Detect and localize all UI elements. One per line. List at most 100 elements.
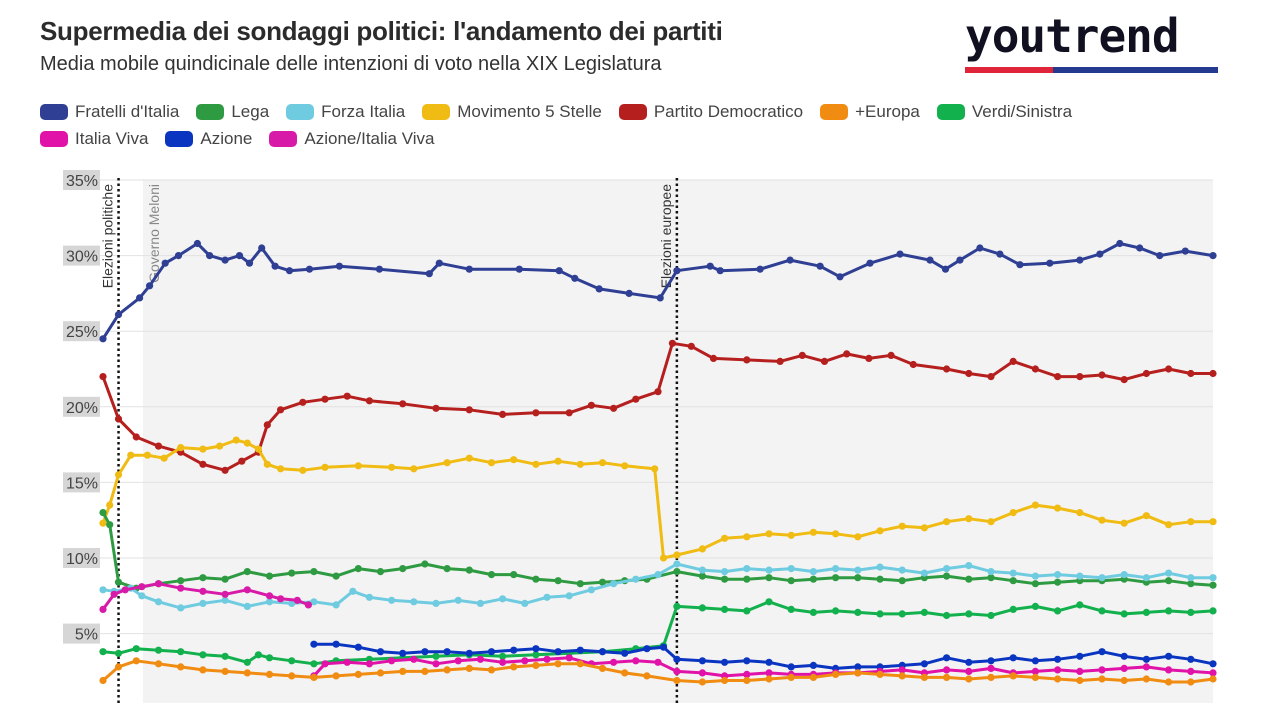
data-point-movimento-5-stelle xyxy=(898,522,906,530)
data-point-forza-italia xyxy=(499,595,507,603)
data-point-forza-italia xyxy=(388,596,396,604)
data-point-partito-democratico xyxy=(668,339,677,347)
data-point-verdi-sinistra xyxy=(265,654,274,662)
data-point-verdi-sinistra xyxy=(1009,605,1017,613)
data-point-azione xyxy=(854,663,862,671)
legend-item-italia-viva[interactable]: Italia Viva xyxy=(40,129,148,149)
data-point-verdi-sinistra xyxy=(854,608,862,616)
data-point-azione xyxy=(1142,655,1150,663)
data-point-movimento-5-stelle xyxy=(487,459,496,467)
data-point-azione-italia-viva xyxy=(177,584,185,592)
data-point-forza-italia xyxy=(99,586,107,594)
data-point-fratelli-d-italia xyxy=(866,259,874,267)
legend-row-2: Italia Viva Azione Azione/Italia Viva xyxy=(40,125,1240,152)
data-point-fratelli-d-italia xyxy=(271,262,279,270)
data-point-lega xyxy=(310,568,318,576)
data-point-lega xyxy=(943,572,951,580)
data-point-europa xyxy=(1098,675,1106,683)
data-point-movimento-5-stelle xyxy=(99,519,107,527)
data-point-europa xyxy=(487,666,496,674)
data-point-verdi-sinistra xyxy=(698,604,707,612)
data-point-partito-democratico xyxy=(238,457,246,465)
y-tick-label-bg xyxy=(63,623,100,644)
data-point-forza-italia xyxy=(1187,574,1195,582)
data-point-forza-italia xyxy=(565,592,573,600)
data-point-forza-italia xyxy=(898,566,906,574)
data-point-verdi-sinistra xyxy=(99,648,107,656)
legend-item-fratelli-italia[interactable]: Fratelli d'Italia xyxy=(40,102,179,122)
data-point-azione xyxy=(1165,652,1173,660)
data-point-italia-viva xyxy=(1031,667,1039,675)
data-point-verdi-sinistra xyxy=(499,652,507,660)
series-line-italia-viva xyxy=(312,656,1215,678)
logo-text: youtrend xyxy=(965,9,1180,63)
data-point-fratelli-d-italia xyxy=(996,250,1004,258)
data-point-azione-italia-viva xyxy=(121,586,129,594)
data-point-forza-italia xyxy=(943,565,951,573)
data-point-italia-viva xyxy=(521,657,529,665)
legend-item-piu-europa[interactable]: +Europa xyxy=(820,102,920,122)
data-point-movimento-5-stelle xyxy=(1098,516,1106,524)
data-point-partito-democratico xyxy=(909,360,917,369)
y-tick-label-bg xyxy=(63,170,100,190)
data-point-fratelli-d-italia xyxy=(285,267,294,275)
data-point-azione xyxy=(721,658,729,666)
data-point-fratelli-d-italia xyxy=(926,256,934,264)
data-point-europa xyxy=(1054,675,1062,683)
data-point-azione xyxy=(1054,655,1062,663)
data-point-europa xyxy=(265,670,274,678)
data-point-europa xyxy=(132,657,140,665)
data-point-forza-italia xyxy=(243,602,251,610)
legend-item-azione[interactable]: Azione xyxy=(165,129,252,149)
data-point-fratelli-d-italia xyxy=(1046,259,1054,267)
data-point-partito-democratico xyxy=(843,350,851,358)
data-point-europa xyxy=(399,667,407,675)
data-point-italia-viva xyxy=(432,660,440,668)
data-point-italia-viva xyxy=(654,658,662,666)
data-point-movimento-5-stelle xyxy=(199,445,207,453)
data-point-verdi-sinistra xyxy=(254,651,262,659)
legend-item-verdi-sinistra[interactable]: Verdi/Sinistra xyxy=(936,102,1072,122)
legend-item-azione-italia-viva[interactable]: Azione/Italia Viva xyxy=(269,129,435,149)
data-point-lega xyxy=(698,572,707,580)
data-point-movimento-5-stelle xyxy=(673,551,681,559)
data-point-italia-viva xyxy=(365,660,373,668)
data-point-partito-democratico xyxy=(1187,369,1195,378)
data-point-partito-democratico xyxy=(532,409,540,417)
legend-item-lega[interactable]: Lega xyxy=(196,102,269,122)
data-point-lega xyxy=(177,577,185,585)
data-point-verdi-sinistra xyxy=(243,658,251,666)
legend-item-forza-italia[interactable]: Forza Italia xyxy=(286,102,405,122)
data-point-forza-italia xyxy=(587,586,596,594)
legend-label: Partito Democratico xyxy=(653,101,804,121)
data-point-italia-viva xyxy=(610,658,618,666)
legend-row-1: Fratelli d'Italia Lega Forza Italia Movi… xyxy=(40,98,1240,125)
data-point-movimento-5-stelle xyxy=(1076,509,1084,517)
data-point-partito-democratico xyxy=(1142,369,1150,378)
legend-item-m5s[interactable]: Movimento 5 Stelle xyxy=(422,102,602,122)
data-point-europa xyxy=(221,667,229,675)
data-point-movimento-5-stelle xyxy=(1165,521,1173,529)
data-point-azione xyxy=(465,649,473,657)
data-point-azione xyxy=(598,648,607,656)
data-point-lega xyxy=(1187,580,1195,588)
data-point-movimento-5-stelle xyxy=(510,456,518,464)
data-point-forza-italia xyxy=(854,566,862,574)
data-point-verdi-sinistra xyxy=(987,611,995,620)
data-point-partito-democratico xyxy=(1076,373,1084,381)
legend-label: Movimento 5 Stelle xyxy=(457,101,602,121)
data-point-europa xyxy=(809,673,818,682)
data-point-lega xyxy=(99,509,107,517)
data-point-azione xyxy=(554,648,562,656)
data-point-azione xyxy=(332,640,340,648)
data-point-lega xyxy=(421,560,429,568)
data-point-partito-democratico xyxy=(365,397,373,405)
data-point-forza-italia xyxy=(920,569,929,577)
data-point-lega xyxy=(443,565,451,573)
data-point-fratelli-d-italia xyxy=(1076,256,1084,264)
data-point-europa xyxy=(376,669,385,677)
data-point-movimento-5-stelle xyxy=(1209,518,1217,526)
legend-item-pd[interactable]: Partito Democratico xyxy=(618,101,804,122)
data-point-lega xyxy=(965,575,973,583)
legend-swatch xyxy=(269,130,298,147)
